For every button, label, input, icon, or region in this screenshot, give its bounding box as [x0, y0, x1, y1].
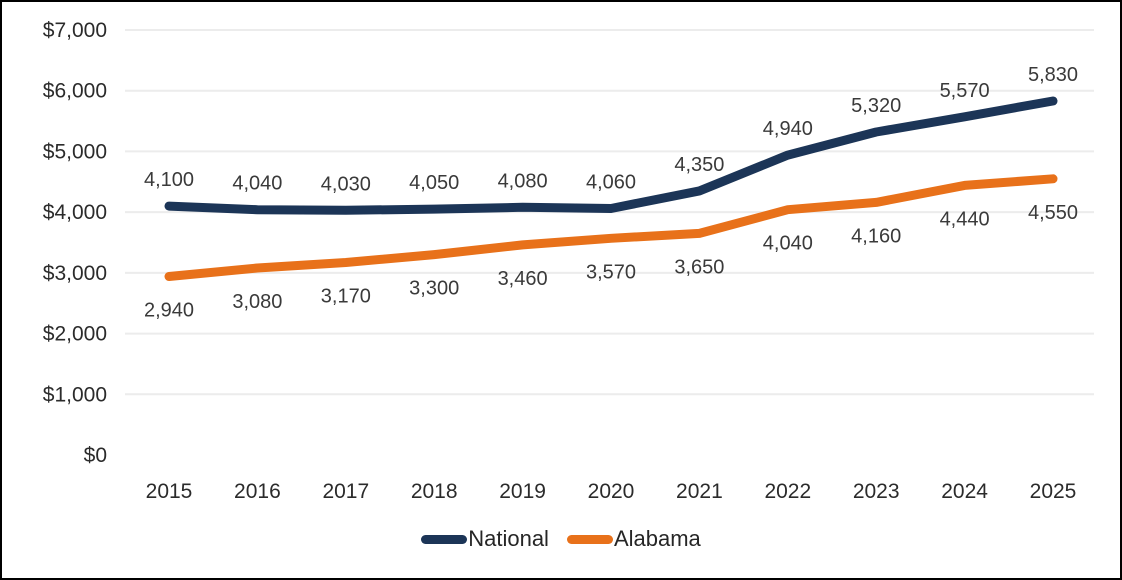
- alabama-data-label: 4,040: [763, 233, 813, 255]
- alabama-data-label: 3,460: [498, 268, 548, 290]
- x-tick-label: 2018: [411, 480, 458, 503]
- y-tick-label: $6,000: [43, 80, 107, 103]
- y-tick-label: $0: [84, 444, 107, 467]
- y-axis-tick-labels: $0 $1,000 $2,000 $3,000 $4,000 $5,000 $6,000 $7…: [43, 19, 107, 467]
- national-line-swatch: [421, 535, 467, 544]
- alabama-data-label: 4,440: [940, 208, 990, 230]
- legend-label-alabama: Alabama: [614, 526, 701, 552]
- national-data-label: 5,320: [851, 95, 901, 117]
- legend-item-national: National: [421, 526, 549, 552]
- line-chart-svg: $0 $1,000 $2,000 $3,000 $4,000 $5,000 $6,000 $7…: [2, 2, 1122, 522]
- x-tick-label: 2023: [853, 480, 900, 503]
- y-tick-label: $4,000: [43, 201, 107, 224]
- x-tick-label: 2015: [146, 480, 193, 503]
- alabama-data-label: 4,550: [1028, 202, 1078, 224]
- chart-page: $0 $1,000 $2,000 $3,000 $4,000 $5,000 $6,000 $7…: [0, 0, 1122, 580]
- x-tick-label: 2021: [676, 480, 723, 503]
- y-tick-label: $2,000: [43, 323, 107, 346]
- alabama-data-label: 3,080: [232, 291, 282, 313]
- national-data-label: 4,050: [409, 172, 459, 194]
- national-data-label: 4,060: [586, 172, 636, 194]
- national-data-label: 5,570: [940, 80, 990, 102]
- national-data-label: 4,040: [232, 173, 282, 195]
- x-tick-label: 2025: [1030, 480, 1077, 503]
- alabama-data-label: 2,940: [144, 300, 194, 322]
- national-data-label: 4,030: [321, 173, 371, 195]
- national-data-label: 4,080: [498, 170, 548, 192]
- y-tick-label: $1,000: [43, 383, 107, 406]
- alabama-data-label: 4,160: [851, 225, 901, 247]
- x-tick-label: 2019: [499, 480, 546, 503]
- alabama-line-swatch: [567, 535, 613, 544]
- x-tick-label: 2020: [588, 480, 635, 503]
- y-tick-label: $5,000: [43, 140, 107, 163]
- alabama-data-label: 3,170: [321, 286, 371, 308]
- x-axis-tick-labels: 2015 2016 2017 2018 2019 2020 2021 2022 2023 2024…: [146, 480, 1077, 503]
- y-tick-label: $3,000: [43, 262, 107, 285]
- national-data-label: 5,830: [1028, 64, 1078, 86]
- alabama-data-label: 3,650: [674, 256, 724, 278]
- national-data-label: 4,940: [763, 118, 813, 140]
- national-data-label: 4,100: [144, 169, 194, 191]
- x-tick-label: 2017: [322, 480, 369, 503]
- x-tick-label: 2022: [764, 480, 811, 503]
- national-data-label: 4,350: [674, 154, 724, 176]
- legend: National Alabama: [2, 526, 1120, 552]
- x-tick-label: 2016: [234, 480, 281, 503]
- y-tick-label: $7,000: [43, 19, 107, 42]
- x-tick-label: 2024: [941, 480, 988, 503]
- alabama-data-label: 3,570: [586, 261, 636, 283]
- alabama-data-label: 3,300: [409, 278, 459, 300]
- legend-item-alabama: Alabama: [567, 526, 701, 552]
- legend-label-national: National: [468, 526, 549, 552]
